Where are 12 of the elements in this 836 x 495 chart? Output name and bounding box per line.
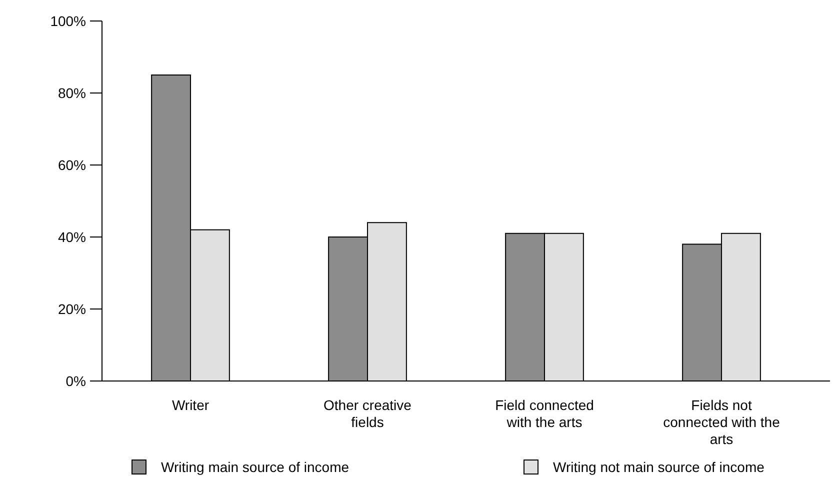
legend-label: Writing main source of income — [161, 458, 350, 475]
x-tick-label: Field connected with the arts — [495, 397, 594, 430]
y-tick-label: 0% — [66, 372, 86, 389]
y-tick-label: 40% — [58, 228, 86, 245]
legend-label: Writing not main source of income — [553, 458, 765, 475]
y-tick-label: 100% — [50, 12, 86, 29]
x-tick-label: Other creative fields — [324, 397, 412, 430]
x-tick-label: Fields not connected with the arts — [663, 397, 780, 447]
y-tick-label: 20% — [58, 300, 86, 317]
y-tick-label: 80% — [58, 84, 86, 101]
y-tick-label: 60% — [58, 156, 86, 173]
x-tick-label: Writer — [172, 397, 210, 413]
